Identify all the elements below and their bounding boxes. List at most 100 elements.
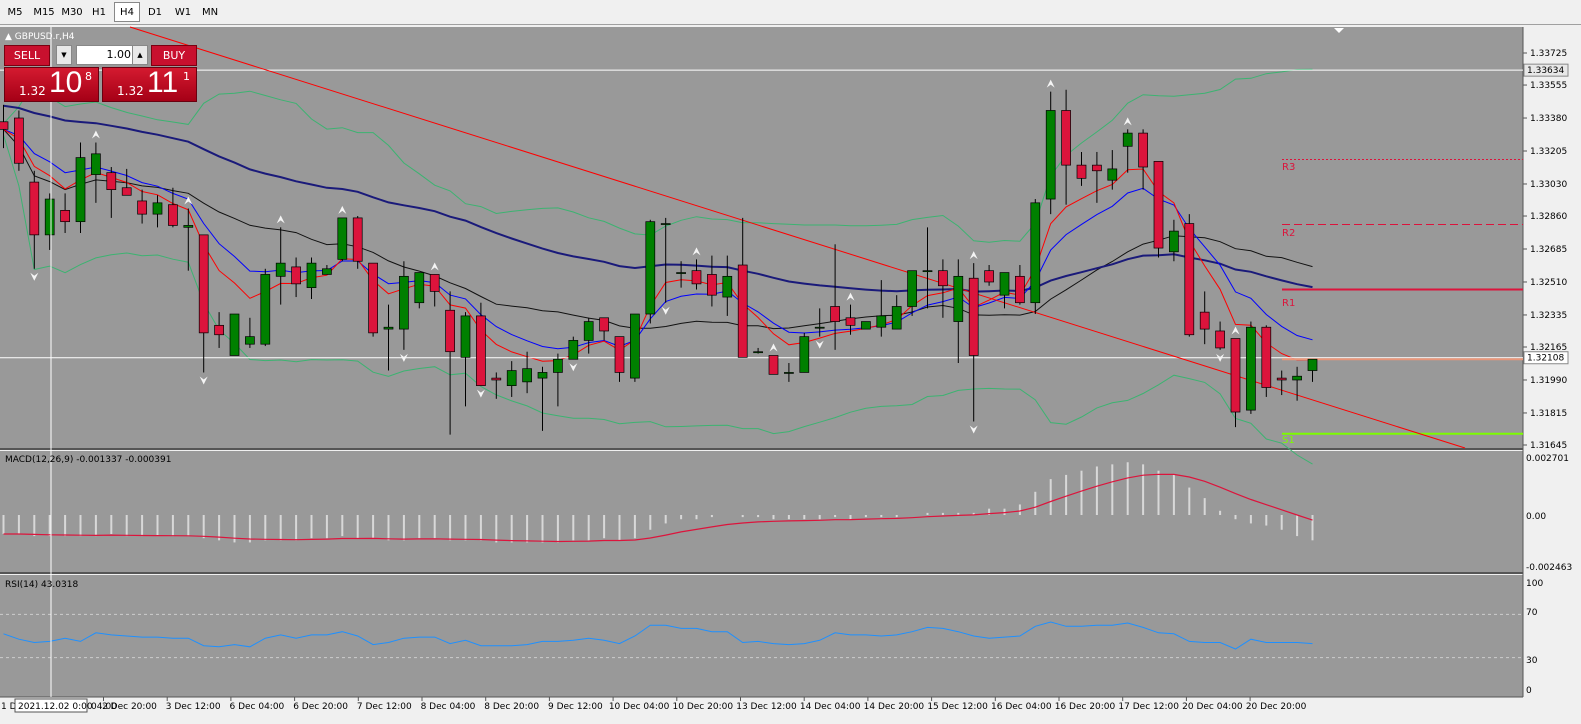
- time-axis-labels: 2 Dec 20:00 3 Dec 12:00 6 Dec 04:00 6 Dec 2…: [102, 697, 1307, 712]
- chart-canvas[interactable]: 1.337251.335551.333801.332051.330301.328…: [0, 26, 1581, 724]
- bull-candle: [583, 321, 594, 341]
- bull-candle: [322, 268, 332, 275]
- price-tick-label: 1.33725: [1530, 49, 1567, 59]
- tf-m5[interactable]: M5: [7, 7, 23, 18]
- buy-price-box[interactable]: 1.32 11 1: [102, 66, 197, 102]
- sell-price-sup: 8: [85, 70, 92, 83]
- bear-candle: [1138, 132, 1148, 168]
- bear-candle: [1061, 110, 1071, 166]
- bear-candle: [137, 200, 147, 215]
- volume-increase-icon[interactable]: ▲: [132, 45, 148, 65]
- bull-candle: [814, 326, 825, 329]
- fractal-up-icon: [969, 251, 978, 260]
- time-label: 15 Dec 12:00: [927, 702, 988, 712]
- tf-h1[interactable]: H1: [92, 7, 106, 18]
- current-price-label: 1.32108: [1527, 354, 1564, 364]
- fractal-up-icon: [430, 262, 439, 271]
- fractal-up-icon: [184, 196, 193, 205]
- bear-candle: [737, 264, 748, 358]
- bull-candle: [1030, 202, 1041, 304]
- tf-h4[interactable]: H4: [114, 2, 140, 22]
- time-label: 9 Dec 12:00: [548, 702, 603, 712]
- bear-candle: [121, 187, 132, 196]
- macd-signal-line: [3, 473, 1313, 543]
- price-tick-label: 1.31815: [1530, 409, 1567, 419]
- ma-black-line: [3, 128, 1313, 330]
- tf-d1[interactable]: D1: [147, 7, 163, 18]
- time-label: 13 Dec 12:00: [736, 702, 797, 712]
- ma-navy-line: [3, 104, 1313, 293]
- tf-m30[interactable]: M30: [61, 7, 83, 18]
- price-tick-label: 1.33555: [1530, 81, 1567, 91]
- bull-candle: [784, 372, 794, 374]
- price-tick-label: 1.31645: [1530, 441, 1567, 451]
- time-label: 17 Dec 12:00: [1118, 702, 1179, 712]
- time-label: 16 Dec 20:00: [1055, 702, 1116, 712]
- fractal-up-icon: [769, 343, 778, 352]
- sell-price-big: 10: [49, 66, 83, 99]
- timeframe-toolbar: M5 M15 M30 H1 H4 D1 W1 MN: [0, 0, 1581, 25]
- sell-price-box[interactable]: 1.32 10 8: [4, 66, 99, 102]
- bear-candle: [614, 336, 625, 373]
- buy-button[interactable]: BUY: [151, 45, 197, 66]
- volume-decrease-icon[interactable]: ▼: [56, 45, 72, 65]
- bull-candle: [506, 370, 517, 386]
- macd-panel-bg: [0, 451, 1523, 572]
- bear-candle: [291, 266, 301, 285]
- crosshair-time-box: [14, 698, 88, 713]
- time-label: 10 Dec 04:00: [609, 702, 670, 712]
- fractal-up-icon: [1231, 326, 1240, 335]
- bear-candle: [984, 270, 994, 283]
- one-click-trade-panel: SELL ▼ 1.00 ▲ BUY 1.32 10 8 1.32 11 1: [4, 45, 197, 102]
- bear-candle: [1215, 330, 1225, 349]
- price-tick-label: 1.32165: [1530, 343, 1567, 353]
- bear-candle: [1184, 223, 1195, 336]
- trend-line: [129, 26, 1466, 449]
- bull-candle: [337, 217, 348, 260]
- time-label: 10 Dec 20:00: [673, 702, 734, 712]
- bear-candle: [14, 117, 24, 164]
- time-label-after-crosshair: 04:00: [91, 702, 117, 712]
- sell-button[interactable]: SELL: [4, 45, 50, 66]
- bear-candle: [938, 270, 948, 287]
- fractal-up-icon: [692, 247, 701, 256]
- bull-candle: [537, 372, 548, 379]
- volume-input[interactable]: 1.00: [76, 45, 136, 65]
- tf-w1[interactable]: W1: [174, 7, 192, 18]
- tf-mn[interactable]: MN: [201, 7, 219, 18]
- pivot-r3-label: R3: [1282, 162, 1295, 173]
- crosshair-time-label: 2021.12.02 0:00: [18, 702, 93, 712]
- fractal-down-icon: [199, 376, 208, 385]
- price-tick-label: 1.32335: [1530, 311, 1567, 321]
- bear-candle: [691, 270, 702, 285]
- macd-label: MACD(12,26,9) -0.001337 -0.000391: [5, 455, 171, 465]
- rsi-tick-30: 30: [1526, 656, 1538, 666]
- fractal-up-icon: [91, 130, 100, 139]
- time-label: 2 Dec 20:00: [102, 702, 157, 712]
- bear-candle: [445, 309, 455, 353]
- pivot-r2-label: R2: [1282, 228, 1295, 239]
- time-label: 8 Dec 04:00: [421, 702, 476, 712]
- tf-m15[interactable]: M15: [33, 7, 55, 18]
- price-tick-label: 1.33380: [1530, 114, 1567, 124]
- fractal-down-icon: [30, 272, 39, 281]
- bull-candle: [152, 202, 163, 215]
- macd-tick-max: 0.002701: [1526, 454, 1569, 464]
- bull-candle: [660, 223, 671, 225]
- bull-candle: [1045, 110, 1056, 200]
- chart-shift-marker-icon[interactable]: [1334, 28, 1344, 33]
- bull-candle: [999, 272, 1010, 296]
- bull-candle: [876, 315, 887, 328]
- bear-candle: [0, 121, 9, 130]
- time-label: 7 Dec 12:00: [357, 702, 412, 712]
- fractal-down-icon: [399, 353, 408, 362]
- time-label: 8 Dec 20:00: [484, 702, 539, 712]
- bear-candle: [1199, 311, 1210, 330]
- price-tick-label: 1.33030: [1530, 180, 1567, 190]
- bull-candle: [1122, 132, 1133, 147]
- fractal-arrows: [30, 79, 1240, 434]
- time-label: 14 Dec 20:00: [864, 702, 925, 712]
- bull-candle: [907, 270, 917, 307]
- bear-candle: [1015, 275, 1025, 304]
- fractal-up-icon: [846, 292, 855, 301]
